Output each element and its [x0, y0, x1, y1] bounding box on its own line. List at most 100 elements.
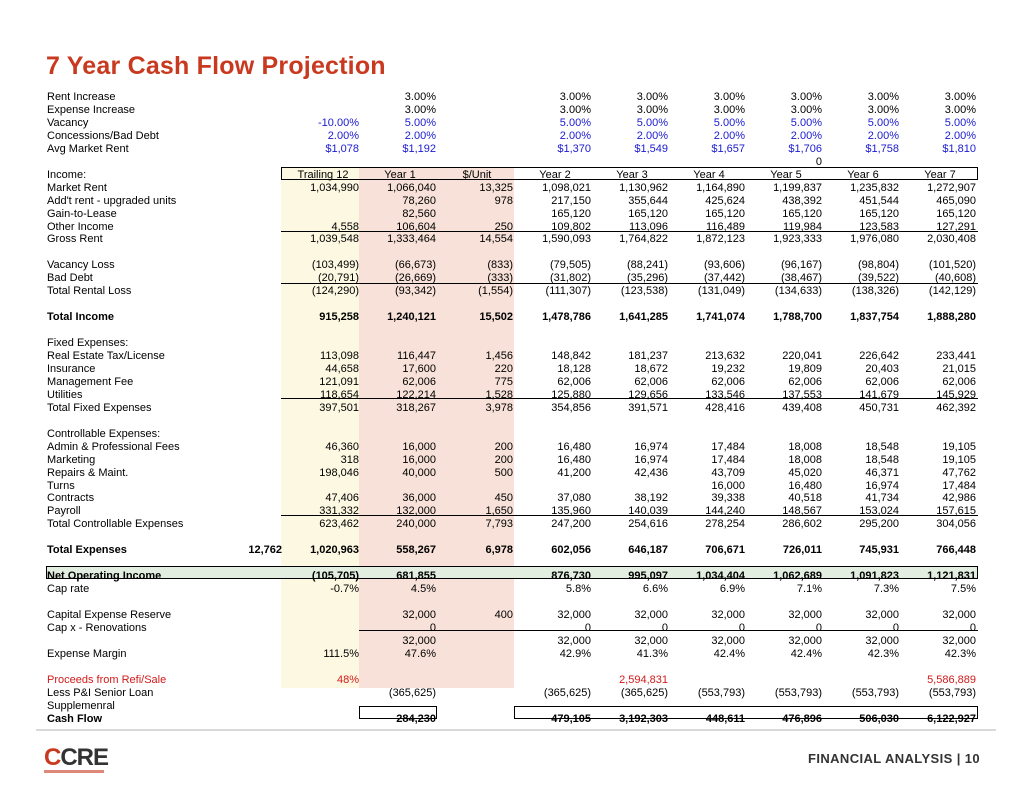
- cell: 3.00%: [559, 103, 591, 116]
- cell: [210, 467, 282, 480]
- cell: [827, 531, 899, 544]
- cell: $1,192: [402, 142, 436, 155]
- cell: 1,333,464: [387, 233, 436, 246]
- cell: (39,522): [858, 272, 899, 285]
- cell: 148,842: [551, 350, 591, 362]
- cell: 37,080: [557, 492, 591, 505]
- cell: 198,046: [319, 466, 359, 479]
- row-label: Avg Market Rent: [47, 142, 129, 155]
- table-row: Rent Increase 3.00% 3.00% 3.00% 3.00% 3.00% 3.…: [0, 91, 1024, 104]
- cell: 1,199,837: [773, 181, 822, 194]
- cell: 135,960: [551, 505, 591, 518]
- cell: [673, 298, 745, 311]
- cell: 42.3%: [944, 647, 976, 660]
- cell: 16,000: [711, 479, 745, 492]
- cell: [750, 674, 822, 687]
- cell: [287, 246, 359, 259]
- cell: [364, 246, 436, 259]
- cell: 3.00%: [867, 91, 899, 103]
- cell: 2,594,831: [619, 673, 668, 686]
- row-label: Total Controllable Expenses: [47, 518, 184, 531]
- cell: 318: [340, 453, 359, 466]
- cell: (31,802): [550, 272, 591, 285]
- cell: 16,974: [634, 440, 668, 453]
- cell: 19,809: [788, 362, 822, 375]
- cell: Year 1: [384, 168, 416, 181]
- row-label: Turns: [47, 479, 75, 492]
- cell: [441, 713, 513, 726]
- cell: 1,240,121: [387, 311, 436, 324]
- cell: 400: [494, 609, 513, 621]
- table-row: Cap rate -0.7% 4.5% 5.8% 6.6% 6.9% 7.1% 7.3% 7.5…: [0, 583, 1024, 596]
- cell: 122,214: [396, 388, 436, 401]
- cell: 17,484: [711, 453, 745, 466]
- cell: 745,931: [859, 544, 899, 557]
- cell: 32,000: [634, 634, 668, 647]
- cell: (123,538): [620, 285, 668, 298]
- cell: Year 3: [616, 168, 648, 181]
- cell: [596, 415, 668, 428]
- cell: 3.00%: [404, 91, 436, 103]
- cell: 5.00%: [944, 116, 976, 129]
- cell: 1,066,040: [387, 181, 436, 194]
- cell: 125,880: [551, 388, 591, 401]
- cell: [441, 298, 513, 311]
- cell: 318,267: [396, 401, 436, 414]
- cell: [287, 609, 359, 622]
- cell: 217,150: [551, 194, 591, 207]
- cell: 706,671: [705, 544, 745, 557]
- cell: 2.00%: [636, 129, 668, 142]
- cell: [210, 350, 282, 363]
- cell: (365,625): [620, 686, 668, 699]
- cell: 5.00%: [559, 116, 591, 129]
- cell: 16,480: [557, 453, 591, 466]
- table-row: Bad Debt (20,791) (26,669) (333) (31,802) (35…: [0, 272, 1024, 285]
- cell: Year 6: [847, 168, 879, 181]
- cell: [519, 337, 591, 350]
- cash-flow-box-years: [514, 706, 978, 719]
- page-title: 7 Year Cash Flow Projection: [46, 52, 386, 80]
- cell: 165,120: [936, 207, 976, 220]
- cell: [596, 596, 668, 609]
- cell: 42,986: [942, 492, 976, 505]
- cell: 47,406: [325, 492, 359, 505]
- cell: [210, 480, 282, 493]
- cell: 116,447: [397, 350, 436, 362]
- row-label: Market Rent: [47, 181, 107, 194]
- rule-bad-debt: [281, 283, 978, 284]
- cell: 646,187: [628, 544, 668, 557]
- cell: 42,436: [634, 466, 668, 479]
- cell: [287, 480, 359, 493]
- cell: 165,120: [551, 207, 591, 220]
- cell: 1,923,333: [773, 233, 822, 246]
- cell: 439,408: [782, 401, 822, 414]
- cell: [441, 130, 513, 143]
- cash-flow-box-y1: [359, 706, 437, 719]
- cell: (101,520): [928, 259, 976, 272]
- cell: [210, 622, 282, 635]
- cell: 3.00%: [867, 103, 899, 116]
- cell: 32,000: [865, 634, 899, 647]
- cell: [441, 596, 513, 609]
- cell: [210, 208, 282, 221]
- cell: 165,120: [628, 207, 668, 220]
- cell: [287, 195, 359, 208]
- cell: 42.9%: [559, 647, 591, 660]
- cell: 21,015: [942, 362, 976, 375]
- cell: 2.00%: [559, 129, 591, 142]
- cell: [904, 661, 976, 674]
- cell: 16,480: [788, 479, 822, 492]
- cell: 5.00%: [867, 116, 899, 129]
- cell: (103,499): [311, 259, 359, 272]
- cell: 500: [494, 466, 513, 479]
- cell: [827, 415, 899, 428]
- cell: [441, 337, 513, 350]
- cell: [287, 635, 359, 648]
- cell: [519, 480, 591, 493]
- cell: (88,241): [627, 259, 668, 272]
- cell: 32,000: [788, 609, 822, 621]
- cell: [673, 337, 745, 350]
- cell: 113,098: [320, 350, 359, 362]
- cell: 1,121,831: [927, 570, 976, 583]
- cell: [210, 143, 282, 156]
